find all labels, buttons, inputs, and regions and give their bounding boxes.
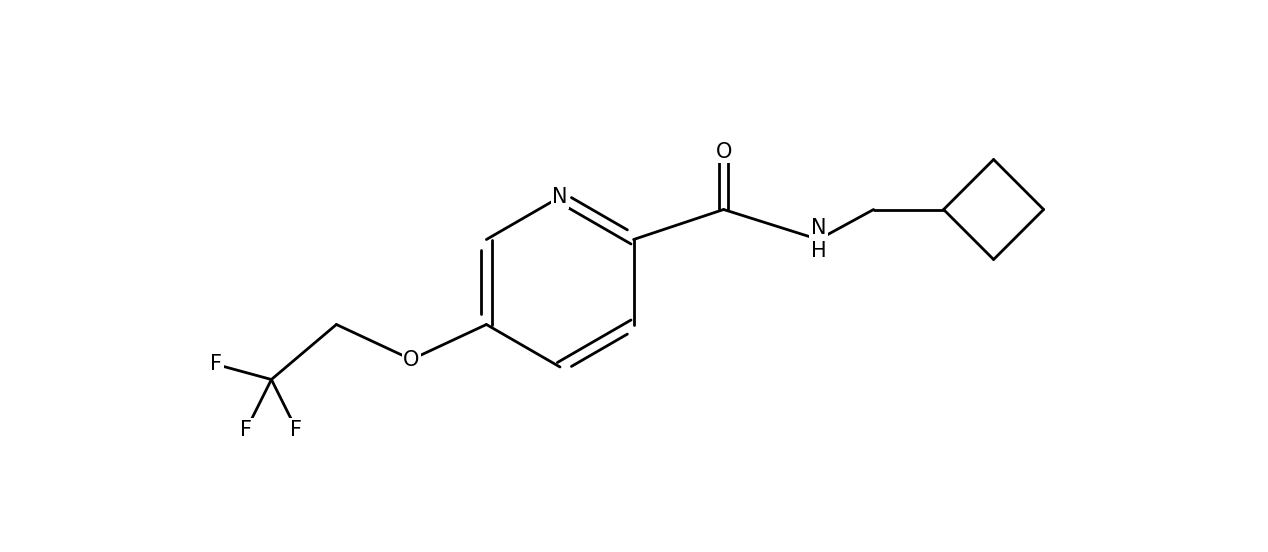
- Text: N
H: N H: [810, 218, 827, 261]
- Text: F: F: [210, 354, 222, 374]
- Text: F: F: [290, 420, 302, 439]
- Text: O: O: [715, 141, 732, 162]
- Text: F: F: [241, 420, 252, 439]
- Text: N: N: [553, 187, 568, 207]
- Text: O: O: [403, 349, 420, 369]
